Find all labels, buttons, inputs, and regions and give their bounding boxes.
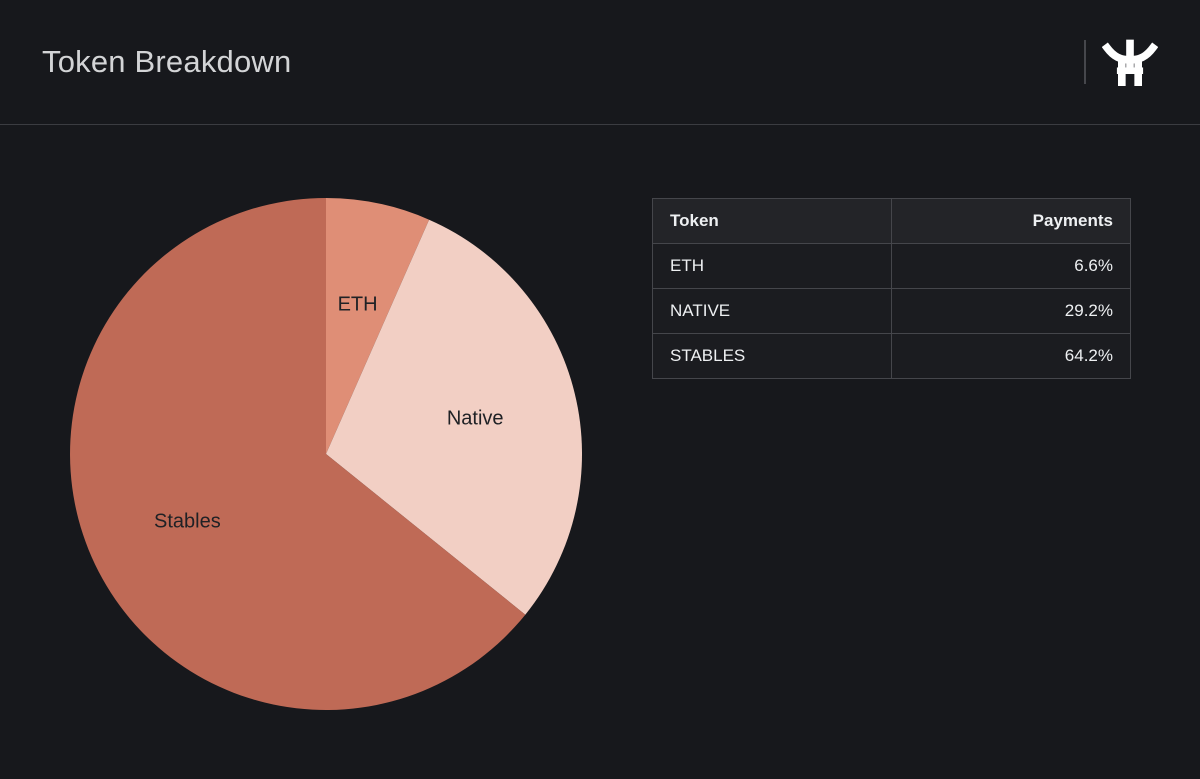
pie-label-eth: ETH xyxy=(338,294,378,316)
token-breakdown-table: Token Payments ETH 6.6% NATIVE 29.2% STA… xyxy=(652,198,1131,379)
app-header: Token Breakdown xyxy=(0,0,1200,125)
cell-token: STABLES xyxy=(652,333,892,379)
header-right xyxy=(1084,38,1158,86)
cell-token: ETH xyxy=(652,243,892,289)
token-breakdown-pie-chart: ETH Native Stables xyxy=(66,194,586,714)
table-row-stables: STABLES 64.2% xyxy=(652,333,1131,379)
pie-slice-eth[interactable] xyxy=(326,198,430,454)
main-content: ETH Native Stables Token Payments ETH 6.6%… xyxy=(0,125,1200,778)
page-title: Token Breakdown xyxy=(42,44,292,79)
pie-slice-stables[interactable] xyxy=(70,198,526,710)
cell-token: NATIVE xyxy=(652,288,892,334)
pie-label-stables: Stables xyxy=(154,510,221,532)
header-vertical-divider xyxy=(1084,40,1086,84)
table-row-native: NATIVE 29.2% xyxy=(652,288,1131,334)
column-header-payments: Payments xyxy=(891,198,1131,244)
pie-slice-native[interactable] xyxy=(326,219,583,615)
table-header-row: Token Payments xyxy=(652,198,1131,244)
torii-gate-logo-icon xyxy=(1102,39,1158,86)
cell-payments: 64.2% xyxy=(891,333,1131,379)
pie-chart-svg: ETH Native Stables xyxy=(70,198,583,710)
pie-label-native: Native xyxy=(447,408,504,430)
column-header-token: Token xyxy=(652,198,892,244)
table-row-eth: ETH 6.6% xyxy=(652,243,1131,289)
cell-payments: 6.6% xyxy=(891,243,1131,289)
cell-payments: 29.2% xyxy=(891,288,1131,334)
